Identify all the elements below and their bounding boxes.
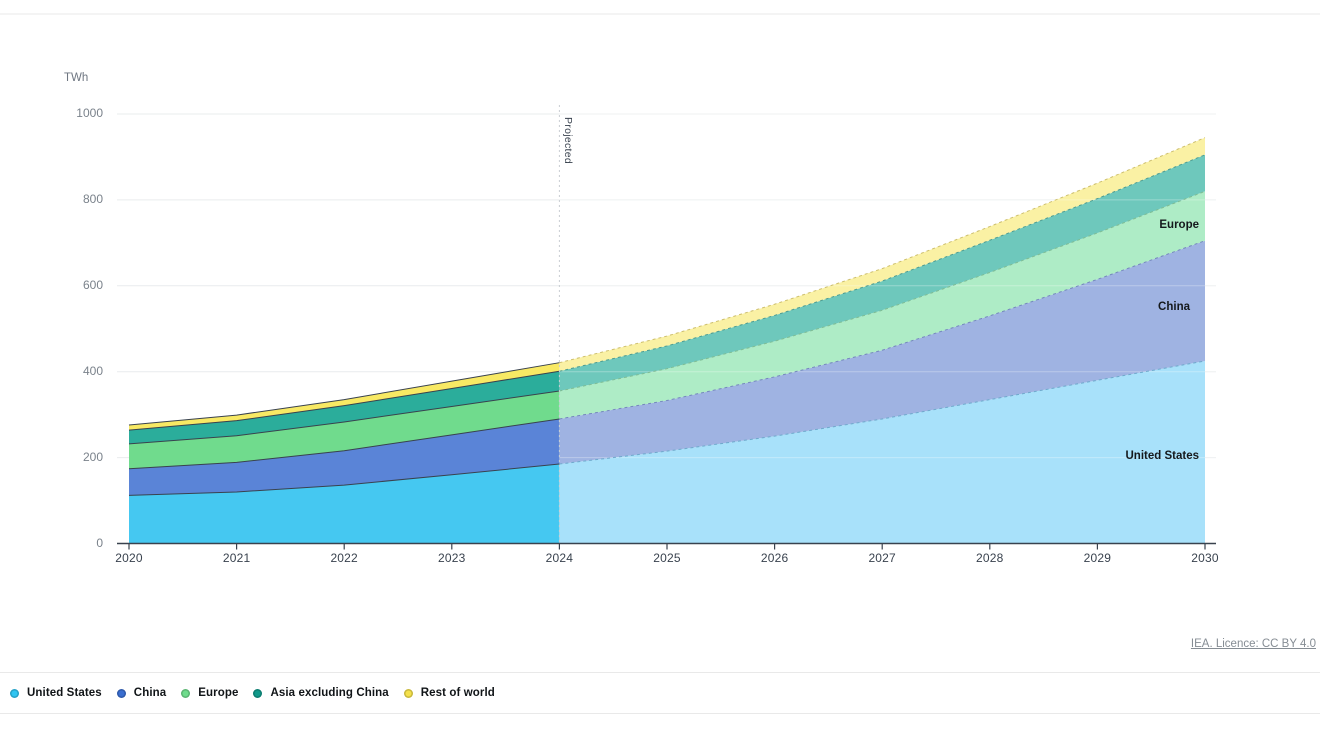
- area-historical-asia-excluding-china: [129, 371, 560, 444]
- x-tick-label: 2029: [1083, 551, 1112, 565]
- x-tick-label: 2023: [438, 551, 466, 565]
- y-tick-label: 400: [82, 363, 103, 378]
- area-projected-asia-excluding-china: [559, 154, 1205, 392]
- boundary-historical-united-states: [128, 463, 560, 496]
- x-tick-label: 2022: [330, 551, 358, 565]
- y-tick-label: 800: [82, 191, 103, 206]
- area-projected-china: [559, 240, 1205, 465]
- x-tick-label: 2028: [976, 551, 1004, 565]
- legend-item-europe[interactable]: Europe: [181, 687, 238, 699]
- y-tick-label: 1000: [76, 106, 103, 120]
- area-label-united-states: United States: [1125, 450, 1200, 462]
- europe-legend-dot-icon: [181, 688, 191, 698]
- china-legend-dot-icon: [116, 688, 126, 698]
- legend-item-china[interactable]: China: [116, 687, 167, 699]
- boundary-projected-united-states: [559, 360, 1206, 465]
- x-tick-label: 2030: [1191, 551, 1219, 565]
- area-historical-united-states: [129, 464, 560, 544]
- iea-licence-link[interactable]: IEA. Licence: CC BY 4.0: [1190, 638, 1316, 650]
- legend-item-label: Europe: [198, 687, 239, 699]
- boundary-historical-asia-excluding-china: [128, 370, 560, 431]
- chart-legend: United States China Europe Asia excludin…: [0, 672, 1320, 714]
- legend-item-united-states[interactable]: United States: [10, 687, 102, 699]
- x-tick-label: 2026: [760, 551, 789, 565]
- area-label-europe: Europe: [1159, 219, 1199, 231]
- legend-item-label: China: [133, 687, 167, 699]
- area-label-china: China: [1158, 301, 1190, 313]
- boundary-projected-china: [559, 240, 1206, 420]
- y-tick-label: 600: [82, 277, 103, 292]
- boundary-projected-rest-of-world: [559, 137, 1206, 364]
- boundary-historical-rest-of-world: [128, 362, 560, 426]
- x-tick-label: 2020: [115, 551, 143, 565]
- area-historical-europe: [129, 391, 560, 469]
- x-tick-label: 2024: [545, 551, 574, 565]
- united-states-legend-dot-icon: [10, 688, 19, 698]
- projected-annotation: Projected: [562, 117, 574, 165]
- x-tick-label: 2021: [222, 551, 251, 565]
- boundary-historical-europe: [128, 390, 560, 445]
- area-projected-rest-of-world: [559, 137, 1205, 372]
- y-tick-label: 0: [96, 535, 103, 550]
- x-tick-label: 2025: [653, 551, 681, 565]
- area-projected-united-states: [559, 360, 1205, 544]
- area-projected-europe: [559, 191, 1205, 419]
- legend-item-rest-of-world[interactable]: Rest of world: [403, 687, 495, 699]
- area-historical-rest-of-world: [129, 362, 560, 431]
- legend-item-asia-excluding-china[interactable]: Asia excluding China: [253, 687, 389, 699]
- legend-item-label: Asia excluding China: [270, 687, 389, 699]
- y-tick-label: 200: [82, 449, 103, 464]
- boundary-projected-europe: [559, 190, 1206, 392]
- rest-of-world-legend-dot-icon: [403, 688, 413, 698]
- area-historical-china: [129, 418, 560, 496]
- boundary-historical-china: [128, 418, 560, 470]
- asia-excluding-china-legend-dot-icon: [253, 688, 263, 698]
- boundary-projected-asia-excluding-china: [559, 154, 1206, 372]
- y-axis-unit-label: TWh: [64, 72, 89, 84]
- legend-item-label: United States: [27, 687, 102, 699]
- top-divider: [0, 13, 1320, 15]
- x-tick-label: 2027: [868, 551, 896, 565]
- legend-item-label: Rest of world: [420, 687, 495, 699]
